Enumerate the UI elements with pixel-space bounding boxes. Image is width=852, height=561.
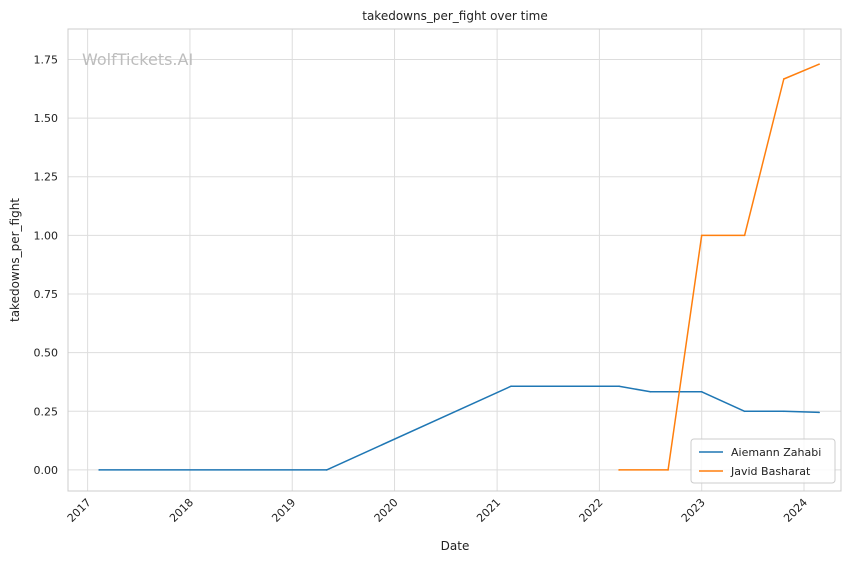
- data-point-aiemann-zahabi: [618, 385, 620, 387]
- legend-label-javid-basharat: Javid Basharat: [730, 465, 811, 478]
- data-point-javid-basharat: [618, 469, 620, 471]
- grid: [68, 29, 841, 491]
- y-tick-label: 0.00: [34, 464, 59, 477]
- data-point-aiemann-zahabi: [649, 390, 652, 393]
- data-point-javid-basharat: [700, 234, 703, 237]
- x-tick-label: 2023: [679, 496, 708, 525]
- legend-label-aiemann-zahabi: Aiemann Zahabi: [731, 446, 821, 459]
- y-tick-label: 1.25: [34, 171, 59, 184]
- y-tick-label: 1.75: [34, 53, 59, 66]
- data-point-aiemann-zahabi: [700, 390, 703, 393]
- x-tick-label: 2019: [269, 496, 298, 525]
- y-tick-label: 0.25: [34, 405, 59, 418]
- plot-frame: [67, 28, 842, 492]
- y-tick-label: 0.50: [34, 347, 59, 360]
- data-point-aiemann-zahabi: [818, 411, 820, 414]
- data-point-aiemann-zahabi: [325, 469, 328, 471]
- x-tick-labels: 2017 2018 2019 2020 2021 2022 2023 2024: [65, 496, 810, 525]
- data-point-javid-basharat: [818, 63, 820, 65]
- y-tick-label: 1.00: [34, 229, 59, 242]
- x-tick-label: 2022: [577, 496, 606, 525]
- data-point-aiemann-zahabi: [783, 410, 785, 413]
- data-point-javid-basharat: [783, 78, 785, 80]
- data-point-aiemann-zahabi: [510, 385, 512, 387]
- x-tick-label: 2017: [65, 496, 94, 525]
- data-point-aiemann-zahabi: [743, 410, 746, 413]
- y-tick-label: 0.75: [34, 288, 59, 301]
- y-tick-labels: 0.00 0.25 0.50 0.75 1.00 1.25 1.50 1.75: [34, 53, 59, 476]
- x-tick-label: 2018: [167, 496, 196, 525]
- data-point-javid-basharat: [743, 234, 746, 237]
- watermark: WolfTickets.AI: [82, 50, 193, 69]
- data-point-javid-basharat: [667, 469, 669, 471]
- chart-title: takedowns_per_fight over time: [362, 9, 548, 23]
- series-line-javid-basharat: [619, 63, 820, 471]
- legend: Aiemann Zahabi Javid Basharat: [690, 438, 836, 484]
- x-axis-title: Date: [441, 539, 470, 553]
- x-tick-label: 2021: [474, 496, 503, 525]
- series-lines: [98, 63, 820, 471]
- y-axis-title: takedowns_per_fight: [8, 198, 22, 322]
- x-tick-label: 2024: [781, 496, 810, 525]
- legend-box: [690, 438, 836, 484]
- y-tick-label: 1.50: [34, 112, 59, 125]
- data-point-aiemann-zahabi: [98, 469, 100, 471]
- x-tick-label: 2020: [372, 496, 401, 525]
